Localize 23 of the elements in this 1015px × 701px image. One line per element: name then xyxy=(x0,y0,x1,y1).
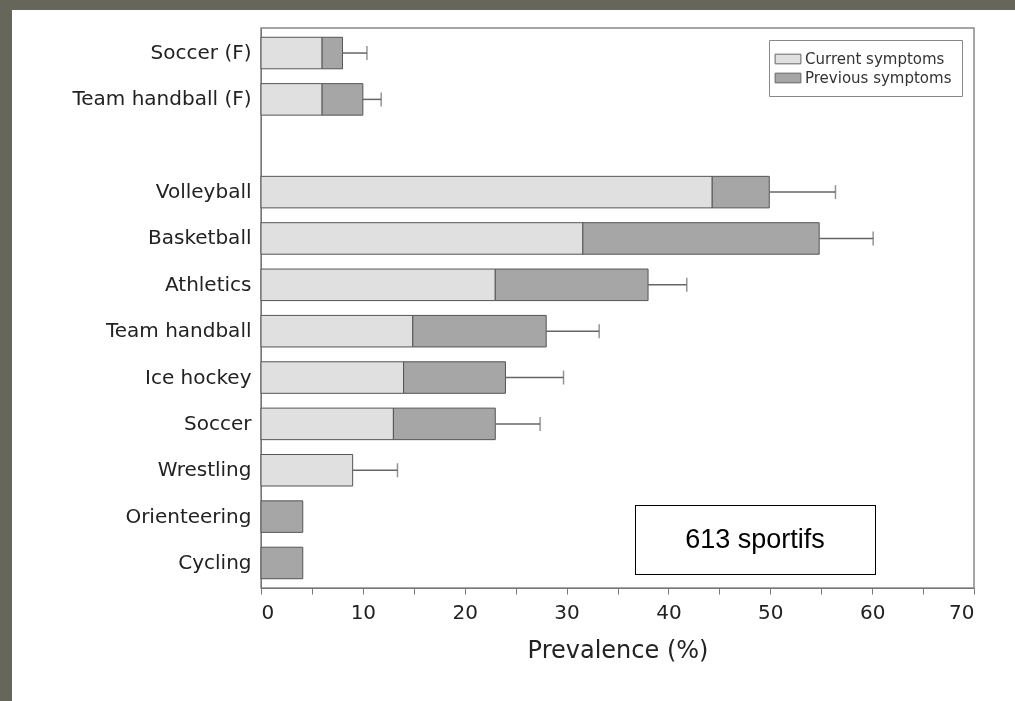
x-tick-label: 50 xyxy=(758,599,784,624)
y-tick-label: Ice hockey xyxy=(145,364,252,389)
x-tick-label: 0 xyxy=(261,599,275,624)
x-tick-label: 30 xyxy=(554,599,580,624)
x-tick-label: 70 xyxy=(949,599,975,624)
x-tick-label: 60 xyxy=(859,599,886,624)
y-tick-label: Soccer xyxy=(184,410,253,435)
x-tick-label: 40 xyxy=(656,599,682,624)
x-axis-title: Prevalence (%) xyxy=(527,635,709,664)
annotation: 613 sportifs xyxy=(685,524,825,554)
y-tick-label: Basketball xyxy=(148,225,252,250)
x-tick-label: 10 xyxy=(350,599,377,624)
y-tick-label: Athletics xyxy=(164,271,252,296)
legend-label: Previous symptoms xyxy=(805,69,952,87)
y-tick-label: Volleyball xyxy=(155,179,252,204)
y-tick-label: Soccer (F) xyxy=(150,40,252,65)
y-tick-label: Cycling xyxy=(178,549,252,574)
y-tick-label: Wrestling xyxy=(157,457,252,482)
y-tick-label: Orienteering xyxy=(125,503,252,528)
legend-label: Current symptoms xyxy=(805,50,945,68)
x-tick-label: 20 xyxy=(452,599,478,624)
y-tick-label: Team handball xyxy=(104,318,252,343)
y-tick-label: Team handball (F) xyxy=(71,86,252,111)
